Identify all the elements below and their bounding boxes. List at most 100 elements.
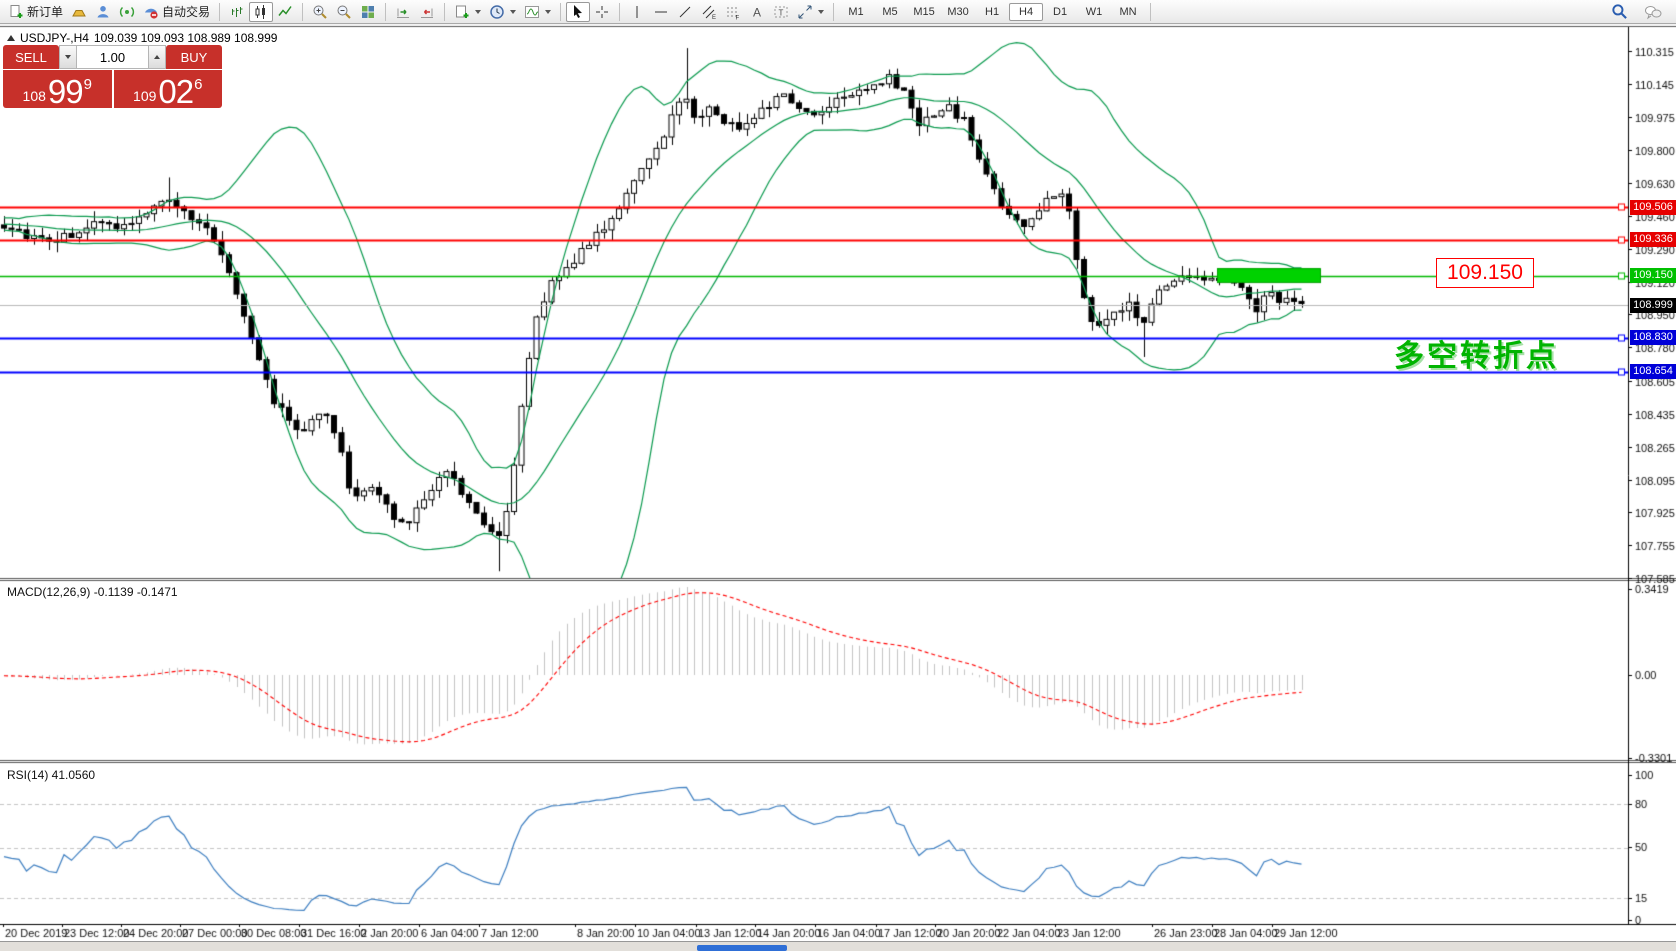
chart-title: USDJPY-,H4 109.039 109.093 108.989 108.9…	[7, 31, 277, 45]
chat-button[interactable]	[1640, 2, 1666, 22]
indicators-button[interactable]	[520, 2, 555, 22]
shapes-button[interactable]	[793, 2, 828, 22]
text-icon: A	[753, 5, 761, 19]
vertical-line-icon	[636, 5, 638, 18]
price-tag-109.506: 109.506	[1630, 199, 1676, 215]
svg-text:E: E	[712, 15, 716, 20]
svg-text:F: F	[736, 15, 740, 20]
toolbar-separator	[302, 2, 304, 21]
tf-button-w1[interactable]: W1	[1085, 5, 1103, 18]
price-tag-109.336: 109.336	[1630, 232, 1676, 248]
candlestick-chart-button[interactable]	[249, 1, 274, 22]
buy-price-display[interactable]: 109 02 6	[113, 70, 222, 108]
chart-shift-icon	[421, 8, 434, 18]
sell-price-pip: 9	[83, 76, 92, 93]
text-label-button[interactable]: T	[769, 2, 793, 22]
deposit-button[interactable]	[67, 2, 91, 22]
new-order-icon	[10, 4, 23, 18]
dropdown-arrow-icon	[545, 9, 552, 14]
horizontal-line-button[interactable]	[649, 2, 673, 22]
community-button[interactable]	[91, 2, 115, 22]
bar-chart-button[interactable]	[225, 2, 249, 22]
buy-price-prefix: 109	[133, 88, 157, 104]
volume-decrease-button[interactable]	[59, 45, 77, 69]
price-tag-109.150: 109.150	[1630, 268, 1676, 284]
chat-icon	[1645, 5, 1662, 19]
text-label-icon: T	[774, 6, 788, 17]
main-toolbar: 新订单 自动交易	[0, 0, 1676, 24]
arrows-icon	[798, 5, 812, 18]
toolbar-separator	[219, 2, 221, 21]
line-chart-button[interactable]	[273, 2, 297, 22]
trendline-button[interactable]	[673, 2, 697, 22]
chevron-down-icon	[65, 55, 71, 59]
autotrading-button[interactable]: 自动交易	[139, 2, 214, 22]
sell-button[interactable]: SELL	[3, 45, 59, 69]
tf-button-m30[interactable]: M30	[947, 5, 969, 18]
tf-button-d1[interactable]: D1	[1053, 5, 1068, 18]
ohlc-values: 109.039 109.093 108.989 108.999	[93, 31, 278, 45]
search-button[interactable]	[1607, 2, 1632, 22]
buy-button[interactable]: BUY	[166, 45, 222, 69]
zoom-out-button[interactable]	[332, 2, 356, 22]
tf-button-h4[interactable]: H4	[1009, 2, 1044, 21]
svg-text:A: A	[753, 5, 761, 19]
tile-windows-button[interactable]	[356, 2, 380, 22]
zoom-in-button[interactable]	[308, 2, 332, 22]
crosshair-button[interactable]	[590, 2, 614, 22]
sell-price-big: 99	[47, 72, 84, 110]
signal-icon	[119, 6, 135, 17]
auto-scroll-button[interactable]	[391, 2, 415, 22]
macd-indicator-label: MACD(12,26,9) -0.1139 -0.1471	[7, 585, 178, 599]
fibonacci-button[interactable]: F	[721, 2, 745, 22]
price-tag-108.830: 108.830	[1630, 330, 1676, 346]
dropdown-arrow-icon	[510, 9, 517, 14]
turning-point-annotation[interactable]: 多空转折点	[1394, 340, 1559, 373]
new-chart-button[interactable]	[450, 2, 485, 22]
chart-shift-button[interactable]	[415, 2, 439, 22]
toolbar-separator	[560, 2, 562, 21]
one-click-trading-panel: SELL BUY 108 99 9 109 02 6	[3, 45, 222, 108]
price-callout-box[interactable]: 109.150	[1436, 258, 1534, 288]
cursor-button[interactable]	[566, 1, 591, 22]
gold-ingot-icon	[72, 9, 86, 16]
signals-button[interactable]	[115, 2, 139, 22]
text-button[interactable]: A	[745, 2, 769, 22]
new-chart-icon	[456, 5, 469, 18]
periods-menu-button[interactable]	[485, 2, 520, 22]
tf-button-m5[interactable]: M5	[882, 5, 898, 18]
user-icon	[97, 5, 109, 17]
clock-icon	[490, 4, 504, 19]
tf-button-m15[interactable]: M15	[913, 5, 935, 18]
price-tag-108.654: 108.654	[1630, 364, 1676, 380]
sell-price-prefix: 108	[22, 88, 46, 104]
chevron-up-icon	[154, 55, 160, 59]
svg-text:T: T	[779, 8, 784, 17]
toolbar-separator	[1150, 2, 1152, 21]
search-icon	[1612, 4, 1627, 19]
zoom-in-icon	[313, 5, 327, 19]
auto-scroll-icon	[397, 8, 410, 18]
price-tag-108.999: 108.999	[1630, 297, 1676, 313]
tf-button-m1[interactable]: M1	[848, 5, 864, 18]
volume-input[interactable]	[77, 45, 148, 69]
new-order-button[interactable]: 新订单	[4, 2, 67, 22]
vertical-line-button[interactable]	[625, 2, 649, 22]
dropdown-arrow-icon	[818, 9, 825, 14]
equidistant-channel-button[interactable]: E	[697, 2, 721, 22]
crosshair-icon	[596, 5, 609, 18]
tf-button-h1[interactable]: H1	[985, 5, 1000, 18]
toolbar-separator	[833, 2, 835, 21]
fibonacci-icon: F	[727, 7, 740, 20]
tf-button-mn[interactable]: MN	[1119, 5, 1137, 18]
cursor-icon	[574, 4, 583, 18]
rsi-indicator-label: RSI(14) 41.0560	[7, 768, 96, 782]
buy-price-pip: 6	[194, 76, 203, 93]
collapse-panel-icon[interactable]	[7, 35, 15, 41]
volume-increase-button[interactable]	[148, 45, 166, 69]
autotrading-label: 自动交易	[162, 5, 211, 19]
sell-price-display[interactable]: 108 99 9	[3, 70, 112, 108]
toolbar-separator	[385, 2, 387, 21]
